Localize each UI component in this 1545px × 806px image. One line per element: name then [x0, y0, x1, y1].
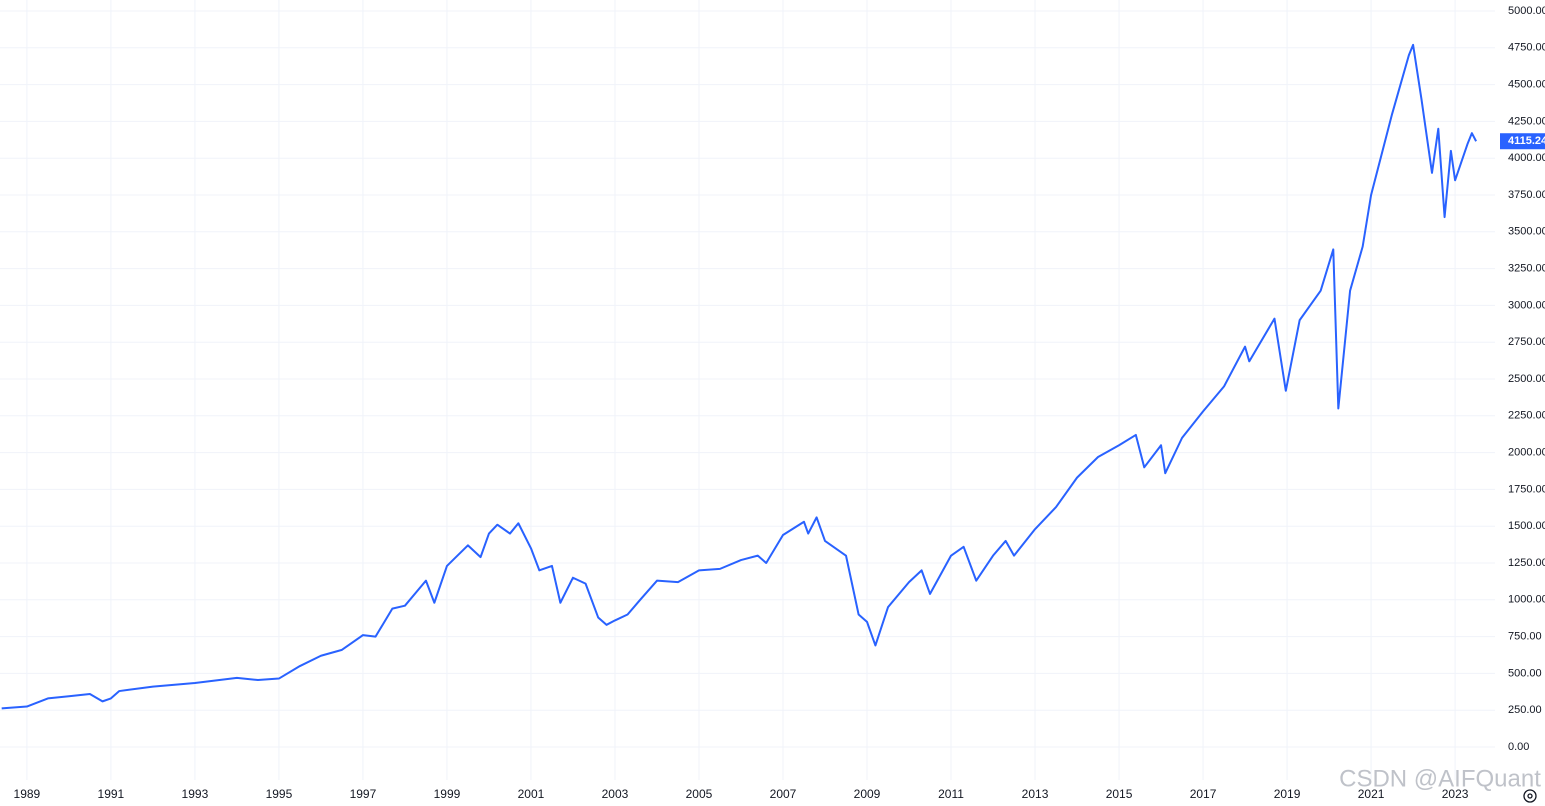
x-tick-label: 2019: [1274, 787, 1301, 801]
plot: [1, 43, 1477, 710]
y-tick-label: 4750.00: [1508, 42, 1545, 54]
x-tick-label: 2005: [686, 787, 713, 801]
watermark: CSDN @AIFQuant: [1339, 765, 1541, 792]
y-tick-label: 3750.00: [1508, 189, 1545, 201]
y-tick-label: 1000.00: [1508, 594, 1545, 606]
grid: [0, 0, 1495, 780]
y-tick-label: 500.00: [1508, 667, 1542, 679]
y-tick-label: 4000.00: [1508, 152, 1545, 164]
x-tick-label: 1999: [434, 787, 461, 801]
y-tick-label: 1500.00: [1508, 520, 1545, 532]
y-tick-label: 3000.00: [1508, 299, 1545, 311]
y-tick-label: 2000.00: [1508, 447, 1545, 459]
y-tick-label: 4250.00: [1508, 115, 1545, 127]
y-tick-label: 4500.00: [1508, 79, 1545, 91]
x-tick-label: 2009: [854, 787, 881, 801]
last-price-label: 4115.24: [1508, 135, 1545, 147]
price-line: [1, 43, 1477, 710]
x-tick-label: 1997: [350, 787, 377, 801]
x-tick-label: 2007: [770, 787, 797, 801]
y-tick-label: 3250.00: [1508, 263, 1545, 275]
x-tick-label: 1993: [182, 787, 209, 801]
axes: 0.00 250.00 500.00 750.00 1000.00 1250.00 1500…: [14, 5, 1545, 801]
y-tick-label: 250.00: [1508, 704, 1542, 716]
y-tick-label: 3500.00: [1508, 226, 1545, 238]
x-tick-label: 2003: [602, 787, 629, 801]
settings-icon[interactable]: [1523, 789, 1537, 803]
x-tick-label: 2023: [1442, 787, 1469, 801]
y-tick-label: 5000.00: [1508, 5, 1545, 17]
y-tick-label: 2750.00: [1508, 336, 1545, 348]
x-tick-label: 2013: [1022, 787, 1049, 801]
x-tick-label: 2015: [1106, 787, 1133, 801]
x-tick-label: 2011: [938, 787, 964, 801]
y-tick-label: 2500.00: [1508, 373, 1545, 385]
y-tick-label: 2250.00: [1508, 410, 1545, 422]
x-tick-label: 2001: [518, 787, 545, 801]
y-tick-label: 0.00: [1508, 741, 1529, 753]
x-tick-label: 1991: [98, 787, 125, 801]
x-tick-label: 2017: [1190, 787, 1217, 801]
x-tick-label: 2021: [1358, 787, 1385, 801]
last-price-box: [1500, 133, 1545, 150]
x-tick-label: 1995: [266, 787, 293, 801]
y-tick-label: 1750.00: [1508, 483, 1545, 495]
y-tick-label: 1250.00: [1508, 557, 1545, 569]
y-tick-label: 750.00: [1508, 631, 1542, 643]
x-tick-label: 1989: [14, 787, 41, 801]
